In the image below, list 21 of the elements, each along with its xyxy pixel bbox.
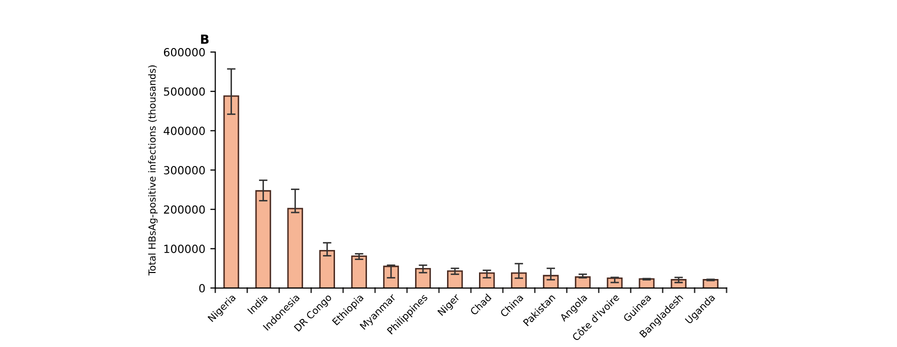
y-tick-label: 400000 (164, 126, 205, 136)
bar (287, 208, 304, 288)
bar (510, 272, 527, 288)
y-tick-label: 0 (199, 284, 205, 292)
bar (447, 270, 463, 288)
bar (223, 95, 240, 288)
y-tick-label: 600000 (164, 48, 205, 56)
bar (351, 255, 367, 288)
bar (574, 276, 591, 288)
y-axis-title: Total HBsAg-positive infections (thousands) (148, 65, 158, 276)
y-tick-label: 500000 (164, 87, 205, 96)
chart-title: B (201, 34, 209, 44)
y-tick-label: 100000 (164, 244, 205, 254)
bar (542, 274, 559, 288)
bar (415, 268, 431, 288)
bar (479, 272, 495, 288)
bar (383, 266, 399, 288)
y-tick-label: 300000 (164, 166, 205, 174)
bar (319, 250, 336, 288)
bar (255, 190, 272, 288)
y-tick-label: 200000 (164, 205, 205, 214)
